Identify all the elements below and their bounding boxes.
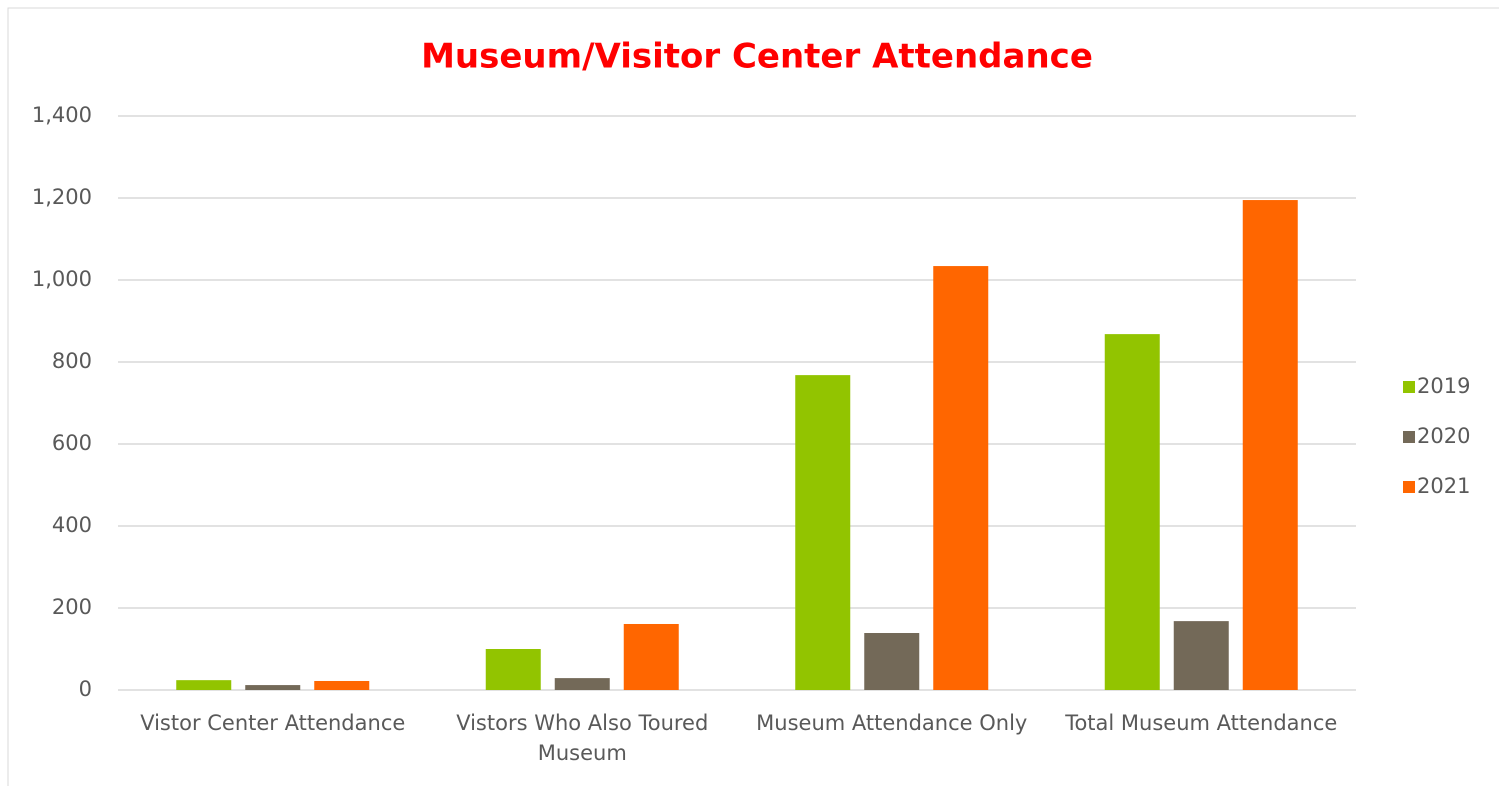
bar: [933, 266, 989, 690]
bar: [1104, 334, 1160, 690]
x-tick-label: Vistors Who Also Toured Museum: [456, 711, 709, 765]
chart-frame: [7, 7, 1499, 786]
legend-label: 2020: [1417, 424, 1470, 448]
y-tick-label: 200: [52, 595, 92, 619]
y-tick-label: 1,200: [32, 185, 92, 209]
bar: [245, 685, 301, 690]
bar: [1242, 200, 1298, 691]
bar: [314, 680, 370, 690]
x-tick-label: Total Museum Attendance: [1065, 711, 1338, 735]
legend-swatch: [1403, 381, 1415, 393]
y-tick-label: 400: [52, 513, 92, 537]
bar: [795, 375, 851, 690]
y-tick-label: 600: [52, 431, 92, 455]
x-tick-label: Museum Attendance Only: [756, 711, 1028, 735]
bar: [623, 623, 679, 690]
legend-label: 2021: [1417, 474, 1470, 498]
bar: [1173, 621, 1229, 690]
chart-title: Museum/Visitor Center Attendance: [421, 37, 1093, 77]
y-tick-label: 1,400: [32, 103, 92, 127]
legend-swatch: [1403, 431, 1415, 443]
y-tick-label: 1,000: [32, 267, 92, 291]
x-tick-label: Vistor Center Attendance: [140, 711, 406, 735]
bar: [864, 633, 920, 690]
bar: [176, 680, 232, 690]
bar: [485, 649, 541, 690]
y-tick-label: 0: [79, 677, 92, 701]
legend-swatch: [1403, 481, 1415, 493]
y-tick-label: 800: [52, 349, 92, 373]
bar: [554, 678, 610, 690]
legend-label: 2019: [1417, 374, 1470, 398]
